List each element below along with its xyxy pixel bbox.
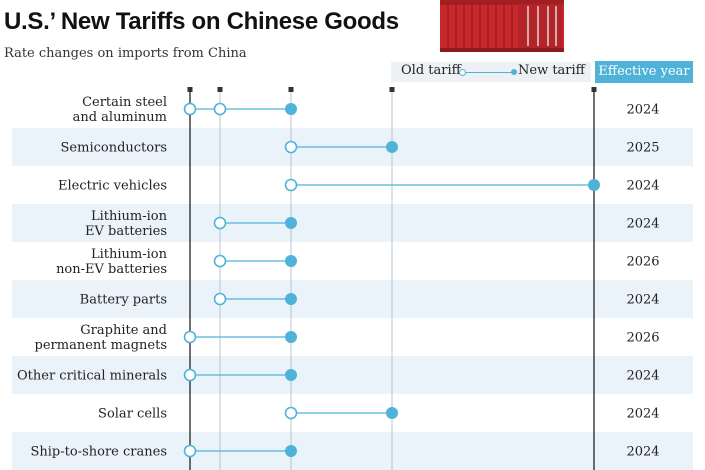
new-tariff-point [386,141,398,153]
old-tariff-point [183,102,197,116]
new-tariff-point [285,293,297,305]
row-band [12,432,693,470]
old-tariff-point [213,254,227,268]
new-tariff-point [285,103,297,115]
legend-old-tariff-label: Old tariff [401,63,461,78]
tick-marker [389,87,395,92]
old-tariff-point [213,102,227,116]
row-label: and aluminum [73,110,167,125]
legend-old-tariff-marker [459,69,466,76]
row-label: Semiconductors [61,141,167,156]
effective-year-value: 2024 [626,217,659,232]
row-band [12,280,693,318]
effective-year-value: 2024 [626,369,659,384]
effective-year-value: 2024 [626,407,659,422]
new-tariff-point [285,445,297,457]
row-label: Other critical minerals [17,369,167,384]
old-tariff-point [183,368,197,382]
old-tariff-point [213,216,227,230]
page-title: U.S.’ New Tariffs on Chinese Goods [4,8,399,35]
row-label: Electric vehicles [58,179,167,194]
row-label: Graphite and [80,323,167,338]
page-subtitle: Rate changes on imports from China [4,46,247,61]
tick-marker [187,87,193,92]
row-label: EV batteries [85,224,167,239]
new-tariff-point [285,331,297,343]
effective-year-value: 2026 [626,255,659,270]
row-label: non-EV batteries [56,262,167,277]
row-band [12,356,693,394]
row-label: permanent magnets [35,338,167,353]
old-tariff-point [284,140,298,154]
old-tariff-point [213,292,227,306]
old-tariff-point [284,406,298,420]
legend-new-tariff-marker [511,69,517,75]
old-tariff-point [183,444,197,458]
tick-marker [217,87,223,92]
old-tariff-point [183,330,197,344]
row-label: Lithium-ion [91,209,168,224]
effective-year-value: 2025 [626,141,659,156]
effective-year-value: 2024 [626,293,659,308]
row-label: Lithium-ion [91,247,168,262]
effective-year-value: 2024 [626,179,659,194]
new-tariff-point [386,407,398,419]
shipping-container-illustration [440,0,564,52]
tick-marker [288,87,294,92]
old-tariff-point [284,178,298,192]
legend-new-tariff-label: New tariff [518,63,585,78]
effective-year-value: 2026 [626,331,659,346]
row-label: Solar cells [98,407,167,422]
row-band [12,204,693,242]
new-tariff-point [285,369,297,381]
legend-connector-line [461,72,517,73]
row-label: Certain steel [82,95,167,110]
row-label: Ship-to-shore cranes [31,445,168,460]
tick-marker [591,87,597,92]
effective-year-value: 2024 [626,103,659,118]
row-label: Battery parts [80,293,167,308]
new-tariff-point [285,217,297,229]
effective-year-header: Effective year [595,61,693,83]
new-tariff-point [285,255,297,267]
new-tariff-point [588,179,600,191]
effective-year-value: 2024 [626,445,659,460]
